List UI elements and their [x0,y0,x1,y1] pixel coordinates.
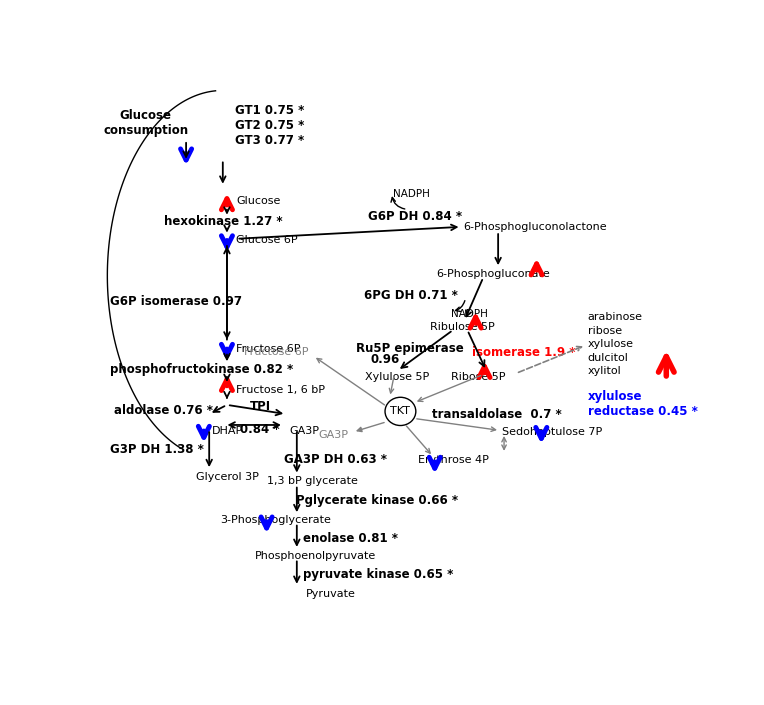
Text: aldolase 0.76 *: aldolase 0.76 * [115,404,213,417]
Text: xylitol: xylitol [588,366,621,376]
Text: DHAP: DHAP [212,426,244,436]
Text: Ribose 5P: Ribose 5P [452,372,506,381]
Text: Glucose 6P: Glucose 6P [236,235,298,245]
Text: Erythrose 4P: Erythrose 4P [418,455,488,465]
Text: 0.84 *: 0.84 * [241,423,280,436]
Text: GA3P: GA3P [319,430,348,440]
Text: TPI: TPI [250,400,270,413]
Text: Fructose 1, 6 bP: Fructose 1, 6 bP [236,385,325,396]
Text: NADPH: NADPH [393,189,429,200]
Text: 6-Phosphogluconate: 6-Phosphogluconate [436,269,550,279]
Text: arabinose: arabinose [588,312,643,322]
Text: enolase 0.81 *: enolase 0.81 * [303,532,398,546]
Text: Glycerol 3P: Glycerol 3P [196,472,259,482]
Text: 0.96: 0.96 [371,353,400,367]
Text: Xylulose 5P: Xylulose 5P [365,372,429,381]
Text: xylulose
reductase 0.45 *: xylulose reductase 0.45 * [588,390,698,417]
Text: Ru5P epimerase: Ru5P epimerase [356,343,464,355]
Text: TKT: TKT [390,406,410,417]
Text: Pyruvate: Pyruvate [306,589,355,599]
Text: dulcitol: dulcitol [588,352,629,362]
Text: phosphofructokinase 0.82 *: phosphofructokinase 0.82 * [110,363,293,376]
Text: NADPH: NADPH [452,309,488,319]
Text: 1,3 bP glycerate: 1,3 bP glycerate [267,476,358,486]
Text: Pglycerate kinase 0.66 *: Pglycerate kinase 0.66 * [296,494,458,508]
Text: pyruvate kinase 0.65 *: pyruvate kinase 0.65 * [303,568,453,582]
Text: xylulose: xylulose [588,339,633,349]
Text: 6-Phosphogluconolactone: 6-Phosphogluconolactone [463,222,607,233]
Text: Glucose: Glucose [236,196,281,207]
Text: Sedoheptulose 7P: Sedoheptulose 7P [502,427,602,437]
Text: G3P DH 1.38 *: G3P DH 1.38 * [110,443,204,456]
Text: GT1 0.75 *
GT2 0.75 *
GT3 0.77 *: GT1 0.75 * GT2 0.75 * GT3 0.77 * [235,104,304,147]
Text: G6P isomerase 0.97: G6P isomerase 0.97 [110,295,242,308]
Text: ribose: ribose [588,326,622,336]
Text: Ribulose 5P: Ribulose 5P [430,321,495,332]
Text: 3-Phosphoglycerate: 3-Phosphoglycerate [220,515,331,525]
Text: Phosphoenolpyruvate: Phosphoenolpyruvate [255,551,377,560]
Text: 6PG DH 0.71 *: 6PG DH 0.71 * [364,289,458,302]
Text: Fructose 6P: Fructose 6P [244,347,309,357]
Text: GA3P DH 0.63 *: GA3P DH 0.63 * [283,453,387,466]
Text: GA3P: GA3P [290,426,319,436]
Text: transaldolase  0.7 *: transaldolase 0.7 * [432,407,562,421]
Text: isomerase 1.9 *: isomerase 1.9 * [472,345,575,359]
Text: Fructose 6P: Fructose 6P [236,344,301,354]
Text: Glucose
consumption: Glucose consumption [103,109,189,137]
Text: hexokinase 1.27 *: hexokinase 1.27 * [163,215,282,228]
Text: G6P DH 0.84 *: G6P DH 0.84 * [368,210,462,223]
